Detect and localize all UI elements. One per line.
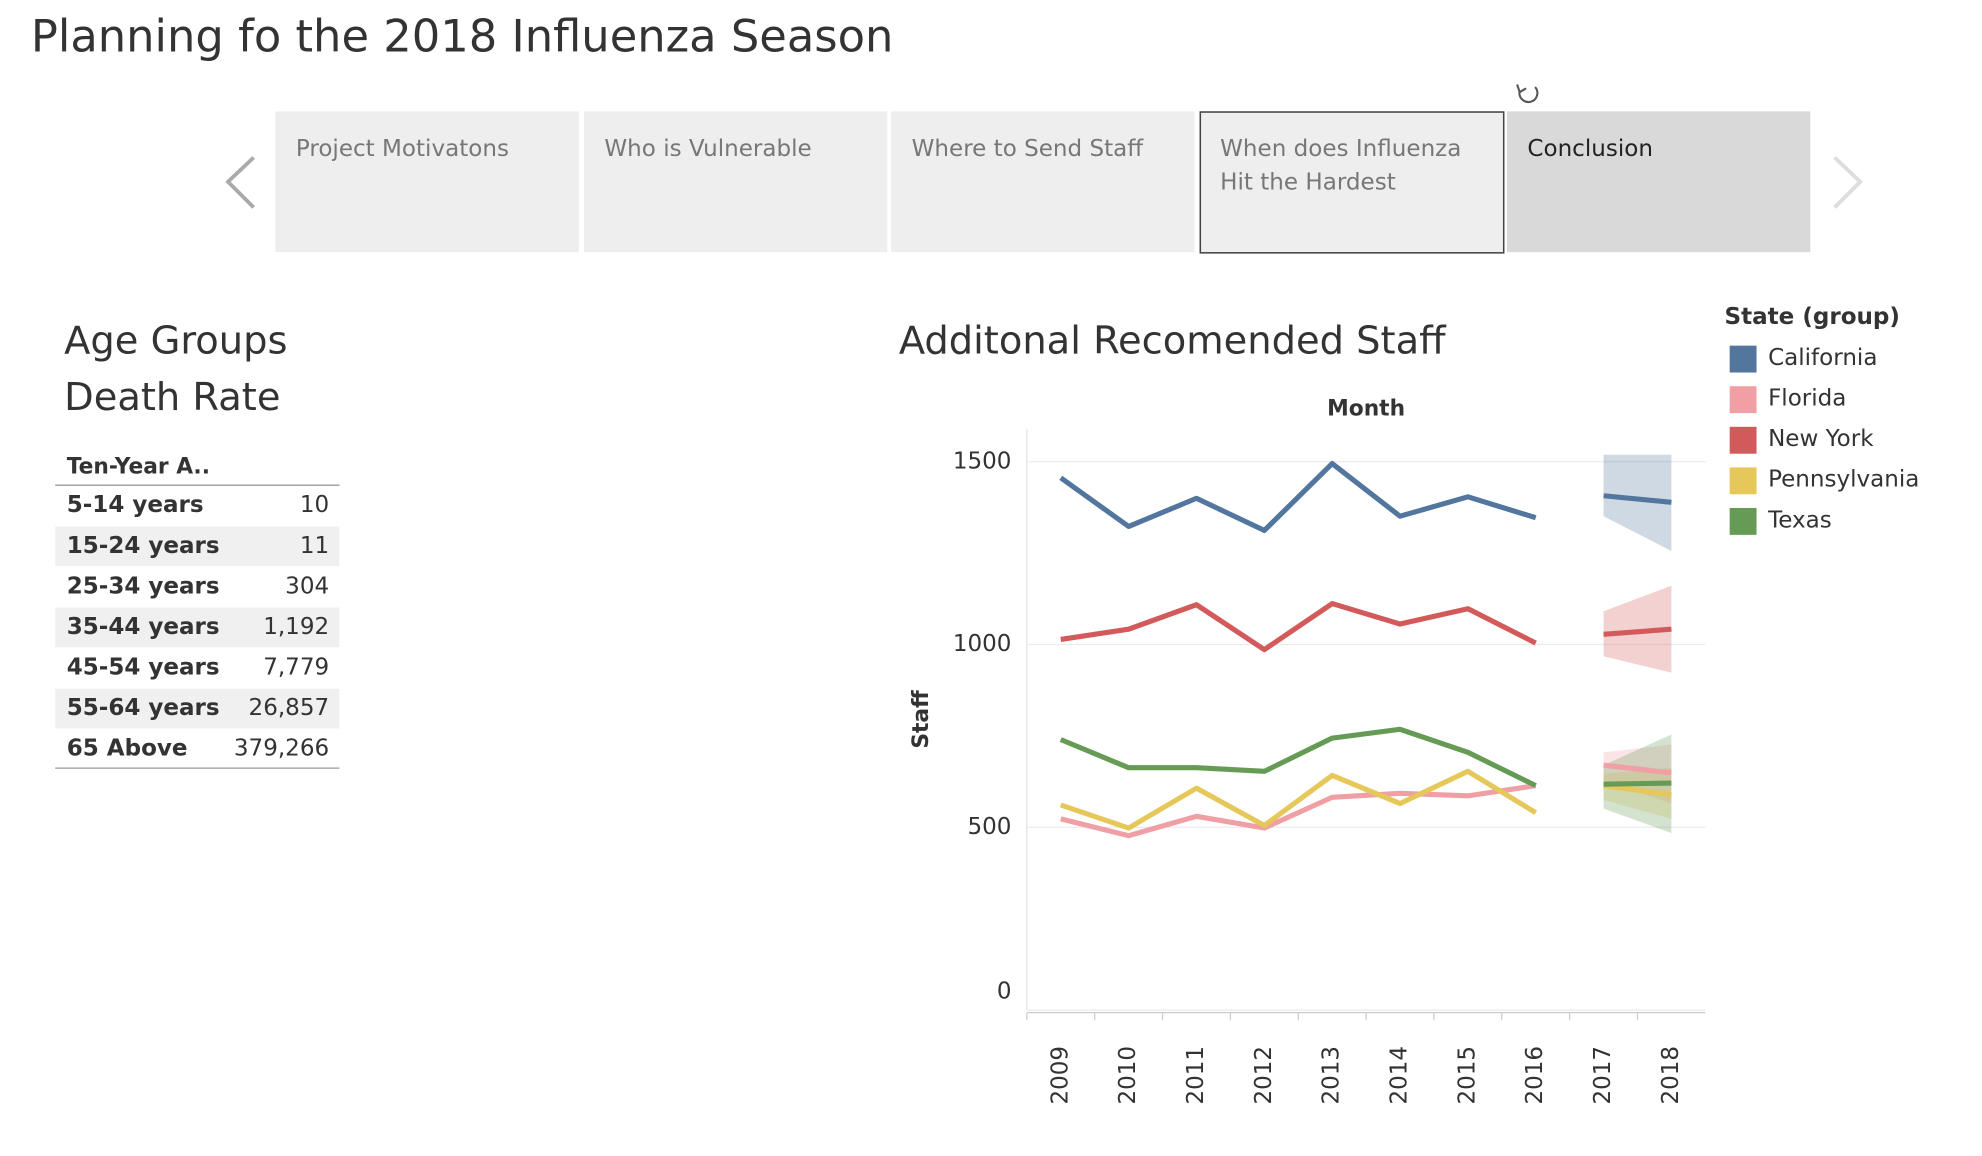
revert-icon[interactable] <box>1518 86 1539 103</box>
table-title: Age Groups <box>64 319 287 364</box>
story-tab-label-box: Where to Send Staff <box>911 135 1144 163</box>
series-line <box>1059 461 1537 534</box>
y-tick-label: 0 <box>997 979 1012 1005</box>
table-cell: 1,192 <box>263 614 329 640</box>
legend-swatch <box>1729 386 1757 414</box>
legend-label: California <box>1768 345 1877 371</box>
forecast-band <box>1603 744 1672 804</box>
legend-label: Pennsylvania <box>1768 467 1919 493</box>
legend-label: Texas <box>1767 507 1832 533</box>
forecast-line <box>1603 626 1672 637</box>
x-tick-label: 2011 <box>1183 1046 1209 1105</box>
legend-title: State (group) <box>1725 304 1900 330</box>
table-row-label: 25-34 years <box>67 573 220 599</box>
forecast-band <box>1603 454 1672 551</box>
story-tab-label[interactable]: Conclusion <box>1527 135 1653 163</box>
x-tick-label: 2016 <box>1522 1046 1548 1105</box>
table-cell: 7,779 <box>263 654 329 680</box>
chart-title: Additonal Recomended Staff <box>899 319 1447 364</box>
table-cell: 10 <box>300 492 329 518</box>
x-tick-label: 2009 <box>1047 1046 1073 1105</box>
x-tick-label: 2013 <box>1319 1046 1345 1105</box>
x-tick-label: 2010 <box>1115 1046 1141 1105</box>
legend-swatch <box>1729 426 1757 454</box>
revert-icon-head <box>1516 84 1527 94</box>
series-line <box>1059 768 1538 831</box>
legend-swatch <box>1729 467 1757 495</box>
forecast-line <box>1603 762 1672 776</box>
table-row-band <box>55 526 340 567</box>
y-tick-label: 1500 <box>953 448 1012 474</box>
table-row-label: 5-14 years <box>67 492 204 518</box>
story-tab[interactable] <box>583 111 888 253</box>
table-cell: 379,266 <box>234 736 329 762</box>
prev-arrow[interactable] <box>225 156 255 209</box>
table-row-label: 35-44 years <box>67 614 220 640</box>
series-line <box>1060 601 1537 653</box>
legend-label: New York <box>1768 426 1874 452</box>
forecast-line <box>1603 493 1672 505</box>
table-row-label: 15-24 years <box>67 533 220 559</box>
table-row-label: 45-54 years <box>67 654 220 680</box>
story-tab[interactable] <box>1199 111 1505 254</box>
y-axis-title: Staff <box>909 690 934 749</box>
series-line <box>1059 726 1537 788</box>
story-tab[interactable] <box>275 111 579 253</box>
x-tick-label: 2015 <box>1454 1046 1480 1105</box>
x-tick-label: 2018 <box>1658 1046 1684 1105</box>
story-tab[interactable] <box>891 111 1195 253</box>
story-tab-label[interactable]: Who is Vulnerable <box>604 135 812 163</box>
story-tab-label-box: Conclusion <box>1527 135 1653 163</box>
table-cell: 11 <box>300 533 329 559</box>
x-tick-label: 2014 <box>1387 1046 1413 1105</box>
story-tab-label-box: Who is Vulnerable <box>604 135 812 163</box>
forecast-line <box>1603 780 1672 787</box>
story-tab-label[interactable]: Where to Send Staff <box>911 135 1144 163</box>
story-tab-label[interactable]: Project Motivatons <box>295 135 509 163</box>
story-tab[interactable] <box>1506 111 1811 253</box>
series-line <box>1060 783 1537 839</box>
y-tick-label: 1000 <box>953 631 1012 657</box>
page-title: Planning fo the 2018 Influenza Season <box>31 10 894 63</box>
story-tab-label-box: When does Influenza Hit the Hardest <box>1220 135 1462 196</box>
table-cell: 304 <box>285 573 329 599</box>
legend-label: Florida <box>1768 386 1846 412</box>
next-arrow[interactable] <box>1833 156 1863 209</box>
table-row-band <box>55 688 340 729</box>
table-row-label: 65 Above <box>67 736 188 762</box>
legend-swatch <box>1729 345 1757 373</box>
table-cell: 26,857 <box>249 695 330 721</box>
legend-swatch <box>1729 507 1757 535</box>
x-tick-label: 2017 <box>1590 1046 1616 1105</box>
table-column-header: Ten-Year A.. <box>67 454 210 479</box>
table-row-band <box>55 607 340 648</box>
forecast-line <box>1603 783 1672 798</box>
forecast-band <box>1603 767 1672 819</box>
y-tick-label: 500 <box>968 814 1012 840</box>
x-tick-label: 2012 <box>1251 1046 1277 1105</box>
table-row-label: 55-64 years <box>67 695 220 721</box>
table-title: Death Rate <box>64 375 280 420</box>
story-tab-label-box: Project Motivatons <box>295 135 509 163</box>
story-tab-label[interactable]: When does Influenza Hit the Hardest <box>1220 135 1462 196</box>
x-axis-title: Month <box>1327 397 1405 422</box>
